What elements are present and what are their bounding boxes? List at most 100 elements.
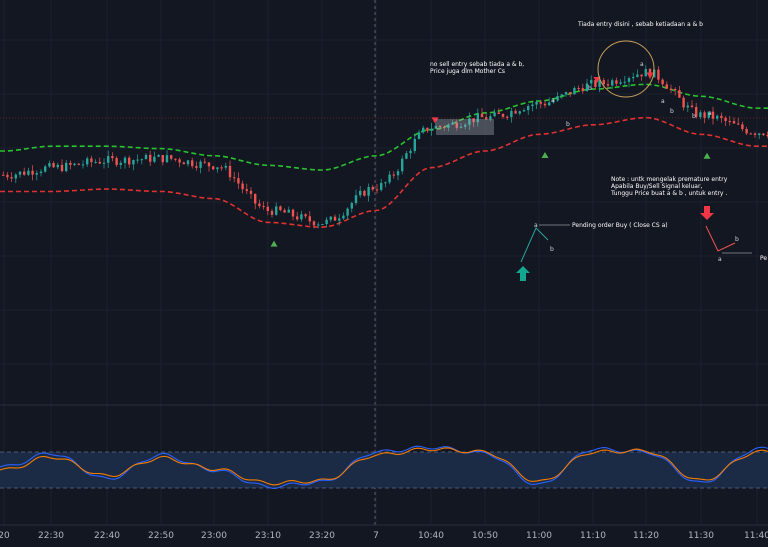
price-label-a-1: a [551,97,555,104]
candle-body [140,159,143,161]
candle-body [451,122,454,125]
time-tick-label: 10:40 [418,531,444,541]
candle-body [716,115,719,119]
candle-body [23,171,26,175]
bands [0,83,768,228]
candle-body [690,105,694,107]
candle-body [27,170,30,175]
candle-body [657,69,660,80]
candle-body [476,113,479,123]
candles [2,65,768,229]
candle-body [178,159,181,163]
candle-body [392,174,395,176]
candle-body [31,170,34,175]
candle-body [111,156,114,159]
candle-body [262,206,265,208]
candle-body [35,173,38,175]
candle-body [661,79,664,85]
candle-body [711,111,715,119]
annotation-note-2: Apabila Buy/Sell Signal keluar, [611,183,702,190]
candle-body [535,101,538,105]
candle-body [707,111,710,118]
candle-body [489,116,492,120]
candle-body [602,80,605,85]
candle-body [249,190,253,194]
candle-body [317,224,320,226]
candle-body [699,112,702,117]
candle-body [191,160,194,167]
candle-body [300,214,303,220]
candle-body [543,103,547,106]
candle-body [527,106,530,111]
candle-body [501,113,505,117]
candle-body [359,190,362,196]
candle-body [611,80,614,86]
signals [270,72,711,247]
candle-body [434,125,437,129]
candle-body [548,102,551,106]
candle-body [199,161,202,168]
candle-body [564,92,568,95]
time-tick-label: 11:10 [580,531,606,541]
candle-body [132,160,135,165]
candle-body [258,203,261,207]
price-label-b-2: b [566,121,570,128]
buy-label-b: b [550,246,554,253]
candle-body [266,206,269,211]
candle-body [741,124,744,130]
sell-signal-1 [593,77,601,84]
candle-body [233,177,236,179]
candle-body [493,112,496,117]
time-tick-label: 7 [373,531,379,541]
candle-body [644,68,647,77]
candle-body [560,94,563,97]
candle-body [325,219,328,225]
candle-body [60,164,64,172]
candle-body [161,155,164,163]
candle-body [632,76,635,79]
candle-body [77,163,80,165]
lower-band-line [0,116,768,228]
time-tick-label: 23:10 [255,531,281,541]
candle-body [56,164,59,168]
upper-band-line [0,83,768,171]
candle-body [128,157,131,165]
oscillator-band [0,452,768,488]
candle-body [552,100,555,103]
time-tick-label: 20 [0,531,10,541]
candle-body [556,96,559,101]
candle-body [6,174,9,178]
price-label-a-2: a [661,98,665,105]
candle-body [241,183,244,190]
candle-body [115,158,118,165]
candle-body [422,127,425,133]
candle-body [123,157,127,163]
mother-candle-box [436,119,494,135]
candle-body [531,104,534,107]
sell-signal-2 [646,72,654,79]
candle-body [585,83,589,92]
time-tick-label: 23:20 [309,531,335,541]
time-tick-label: 23:00 [201,531,227,541]
candle-body [506,116,509,118]
candle-body [380,183,383,190]
candle-body [669,88,673,90]
candle-body [678,90,681,98]
candle-body [254,193,257,204]
candle-body [573,88,576,95]
candle-body [674,88,677,91]
candle-body [367,186,370,196]
candle-body [468,118,471,125]
candle-body [149,154,152,162]
candle-body [69,162,72,165]
candle-body [144,154,148,160]
price-label-b-4: b [692,113,696,120]
candle-body [39,171,43,174]
candle-body [207,162,211,167]
candle-body [388,174,391,183]
candle-body [720,115,723,118]
time-tick-label: 22:40 [94,531,120,541]
candle-body [165,155,169,163]
